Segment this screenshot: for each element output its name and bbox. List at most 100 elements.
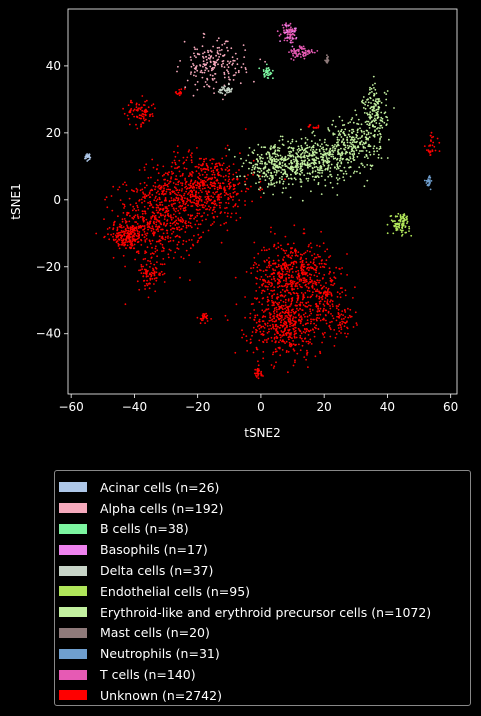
data-point [288, 146, 291, 149]
data-point [245, 68, 247, 71]
data-point [257, 252, 260, 255]
data-point [255, 376, 258, 378]
data-point [327, 59, 330, 62]
data-point [227, 193, 229, 196]
data-point [344, 146, 347, 149]
data-point [148, 225, 150, 227]
data-point [317, 307, 320, 309]
data-point [363, 112, 366, 114]
data-point [190, 226, 193, 229]
data-point [311, 254, 313, 257]
data-point [179, 175, 182, 178]
data-point [232, 185, 235, 187]
data-point [302, 265, 304, 268]
data-point [319, 350, 321, 353]
data-point [176, 178, 178, 181]
data-point [340, 332, 342, 334]
data-point [293, 288, 295, 290]
data-point [253, 372, 256, 375]
data-point [383, 91, 386, 94]
legend-item: B cells (n=38) [59, 519, 462, 540]
data-point [162, 232, 165, 235]
data-point [337, 149, 340, 151]
data-point [366, 120, 368, 123]
data-point [189, 222, 192, 225]
data-point [294, 361, 296, 364]
data-point [157, 172, 160, 175]
data-point [155, 223, 158, 226]
data-point [141, 115, 144, 118]
data-point [236, 58, 239, 60]
data-point [163, 173, 166, 176]
data-point [332, 151, 335, 153]
data-point [273, 152, 276, 155]
data-point [263, 290, 266, 293]
data-point [196, 214, 199, 217]
data-point [272, 315, 274, 318]
data-point [403, 213, 406, 215]
data-point [310, 140, 313, 143]
data-point [149, 266, 151, 268]
data-point [123, 203, 126, 206]
data-point [302, 324, 304, 327]
data-point [247, 154, 250, 157]
data-point [335, 168, 338, 170]
data-point [335, 177, 338, 179]
data-point [428, 152, 431, 154]
data-point [189, 73, 192, 75]
data-point [177, 197, 180, 200]
data-point [343, 317, 345, 320]
data-point [321, 295, 324, 298]
data-point [189, 193, 192, 196]
data-point [231, 63, 234, 66]
data-point [267, 285, 269, 288]
data-point [144, 240, 147, 243]
data-point [213, 173, 216, 176]
data-point [278, 180, 281, 183]
data-point [388, 138, 390, 141]
data-point [245, 159, 248, 162]
data-point [124, 220, 127, 222]
x-axis-ticks: −60 −40 −20 0 20 40 60 [58, 394, 458, 414]
data-point [302, 304, 305, 306]
data-point [290, 155, 293, 158]
data-point [373, 153, 375, 156]
data-point [285, 187, 287, 189]
data-point [344, 170, 347, 173]
data-point [352, 156, 355, 159]
data-point [285, 306, 288, 308]
series-neutrophils [423, 175, 433, 191]
data-point [260, 196, 262, 199]
data-point [352, 147, 355, 149]
data-point [156, 227, 159, 230]
data-point [227, 72, 230, 75]
data-point [191, 205, 194, 207]
data-point [289, 34, 292, 37]
data-point [338, 177, 341, 180]
data-point [296, 172, 299, 174]
data-point [337, 305, 339, 308]
data-point [271, 295, 273, 297]
data-point [338, 139, 341, 141]
data-point [285, 309, 288, 312]
data-point [340, 130, 342, 133]
data-point [155, 225, 157, 228]
data-point [293, 48, 295, 51]
data-point [267, 308, 270, 310]
data-point [224, 90, 227, 92]
data-point [379, 137, 381, 140]
legend-swatch [59, 627, 87, 638]
data-point [366, 112, 368, 115]
data-point [263, 146, 265, 149]
data-point [309, 163, 311, 166]
data-point [142, 117, 145, 120]
data-point [391, 220, 394, 223]
data-point [209, 187, 212, 190]
data-point [174, 220, 176, 223]
data-point [278, 307, 281, 310]
data-point [160, 237, 163, 239]
data-point [135, 106, 138, 109]
data-point [232, 74, 235, 77]
data-point [293, 320, 295, 323]
data-point [188, 149, 191, 152]
